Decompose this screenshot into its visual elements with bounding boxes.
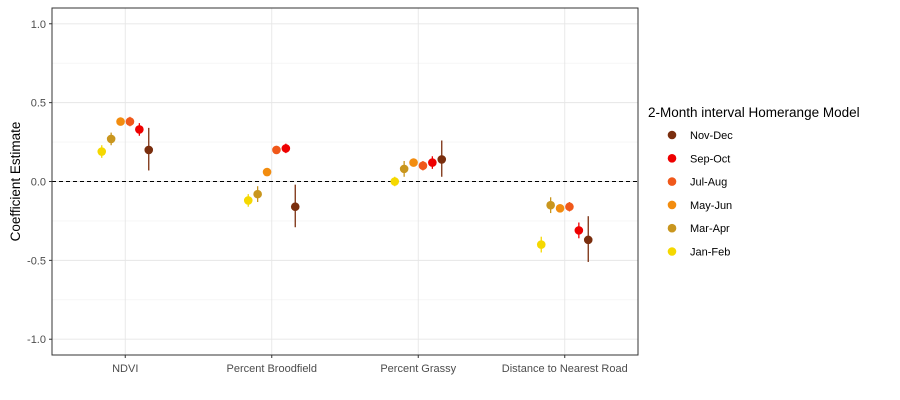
legend: 2-Month interval Homerange Model Nov-Dec… <box>648 105 860 259</box>
legend-key <box>667 247 677 256</box>
x-tick-label: Percent Grassy <box>380 363 456 375</box>
data-point <box>409 158 418 167</box>
legend-key <box>667 130 677 140</box>
data-point <box>135 125 144 134</box>
data-point <box>97 147 107 156</box>
data-point <box>390 177 400 186</box>
legend-label: May-Jun <box>690 200 732 212</box>
y-axis-title: Coefficient Estimate <box>8 122 23 242</box>
legend-label: Jan-Feb <box>690 247 730 259</box>
data-point <box>243 196 253 205</box>
legend-key <box>667 177 677 186</box>
data-point <box>536 240 546 249</box>
legend-label: Jul-Aug <box>690 177 727 189</box>
data-point <box>106 134 116 144</box>
data-point <box>546 200 555 210</box>
legend-key <box>667 200 677 210</box>
data-point <box>428 158 437 167</box>
data-point <box>574 226 584 235</box>
axes-layer: -1.0 -0.5 0.0 0.5 1.0 NDVI Percent Broodfield P… <box>27 19 628 375</box>
legend-label: Mar-Apr <box>690 223 730 235</box>
x-tick-label: Percent Broodfield <box>227 363 318 375</box>
marks-layer <box>97 116 593 262</box>
data-point <box>555 204 565 213</box>
data-point <box>125 117 135 126</box>
data-point <box>253 189 262 199</box>
x-tick-label: Distance to Nearest Road <box>502 363 628 375</box>
data-point <box>281 144 291 153</box>
legend-label: Sep-Oct <box>690 153 730 165</box>
data-point <box>144 145 154 155</box>
y-tick-label: -0.5 <box>27 255 46 267</box>
data-point <box>272 145 281 155</box>
data-point <box>116 117 125 126</box>
data-point <box>290 202 300 212</box>
data-point <box>418 161 428 171</box>
data-point <box>399 164 409 174</box>
y-tick-label: 0.5 <box>31 98 46 110</box>
legend-key <box>667 223 677 233</box>
data-point <box>565 202 574 212</box>
y-tick-label: 1.0 <box>31 19 46 31</box>
y-tick-label: 0.0 <box>31 177 46 189</box>
data-point <box>583 235 593 245</box>
x-tick-label: NDVI <box>112 363 138 375</box>
data-point <box>262 167 272 177</box>
data-point <box>437 155 447 164</box>
legend-title: 2-Month interval Homerange Model <box>648 105 860 120</box>
legend-key <box>667 154 677 163</box>
legend-label: Nov-Dec <box>690 130 733 142</box>
y-tick-label: -1.0 <box>27 334 46 346</box>
